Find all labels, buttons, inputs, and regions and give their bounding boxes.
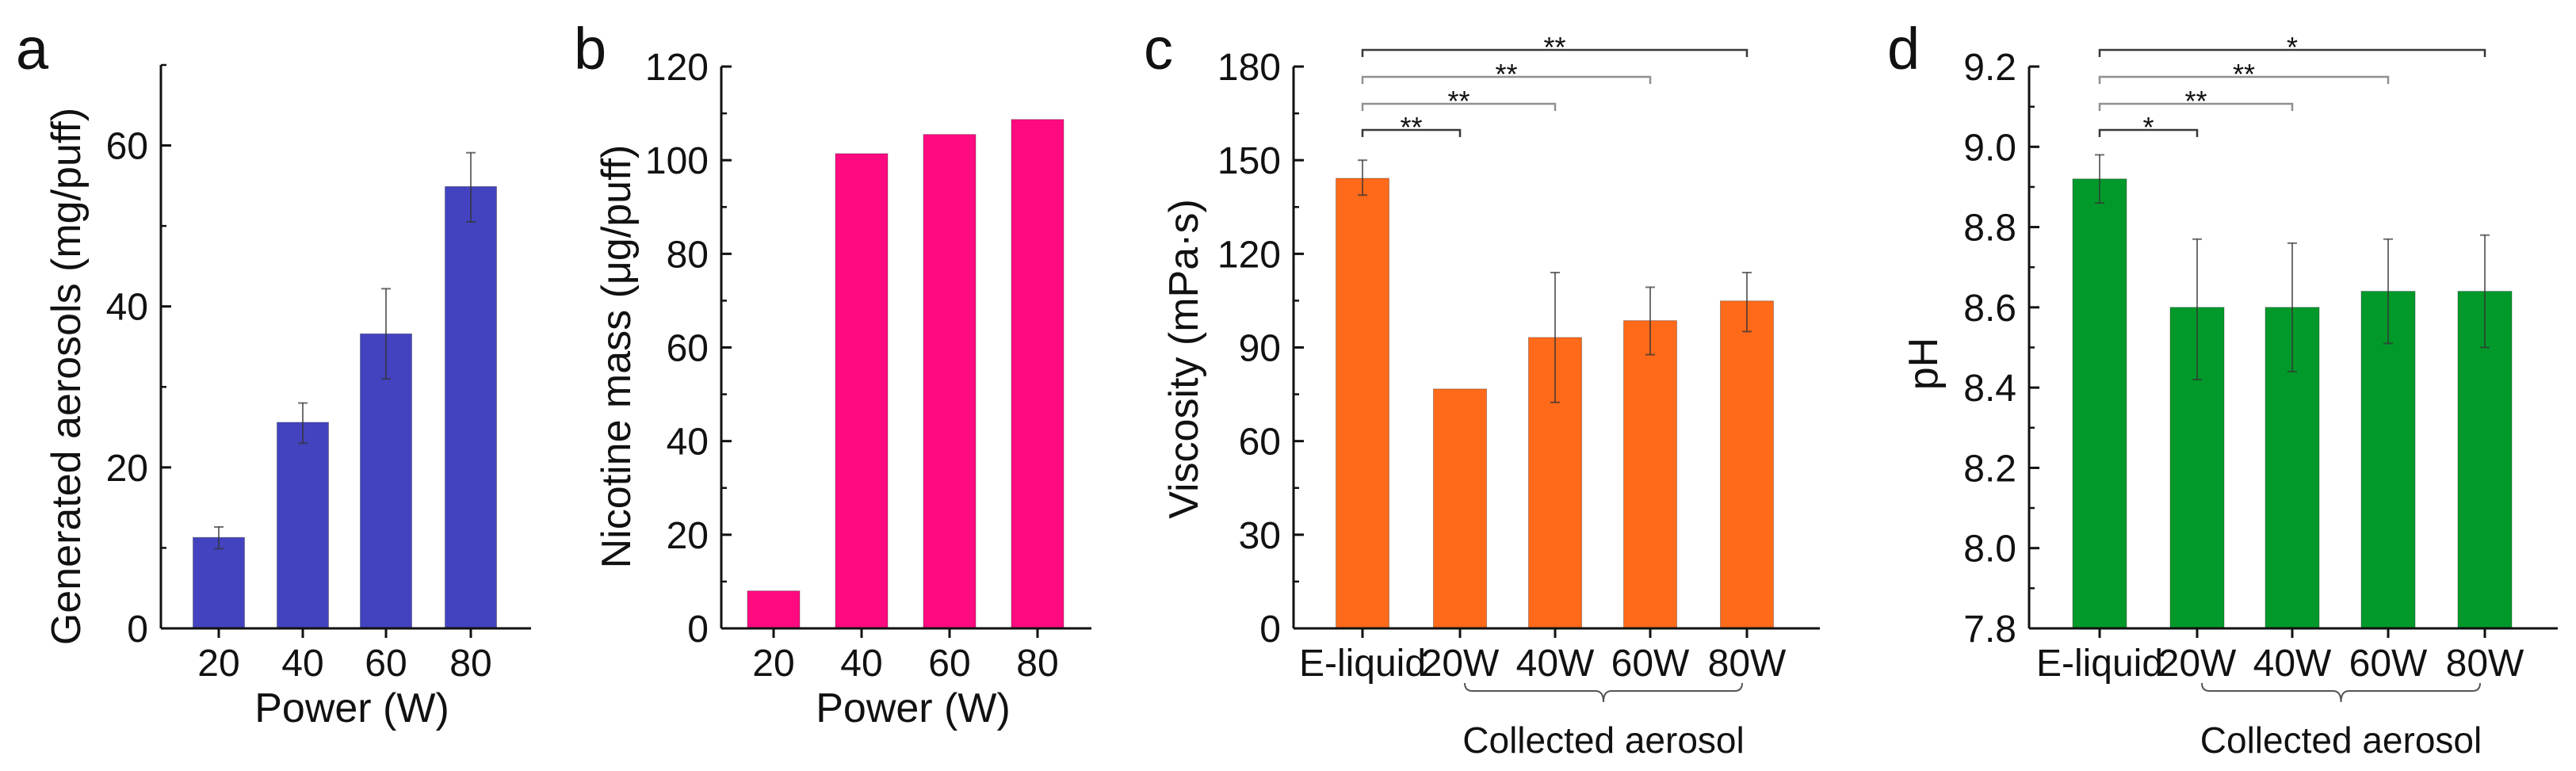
x-axis-label: Power (W) [254, 685, 449, 731]
y-tick-label: 8.6 [1963, 288, 2016, 330]
significance-label: * [2287, 31, 2298, 63]
y-tick-label: 7.8 [1963, 609, 2016, 651]
significance-label: * [2142, 111, 2154, 143]
significance-bracket [1361, 75, 1652, 84]
bar-E-liquid [2072, 178, 2127, 629]
x-tick-label: 60 [928, 643, 970, 685]
bar-40 [277, 422, 329, 629]
y-tick-label: 0 [127, 609, 148, 651]
x-tick-label: 40 [281, 643, 323, 685]
panel-letter: d [1887, 16, 1920, 82]
bar-20 [747, 590, 801, 629]
significance-bracket [1361, 128, 1462, 137]
bar-20 [193, 536, 245, 629]
panel-letter: a [16, 16, 49, 82]
y-tick-label: 30 [1239, 515, 1281, 557]
bar-E-liquid [1336, 177, 1389, 629]
x-axis-label: Power (W) [816, 685, 1011, 731]
y-tick-label: 0 [1259, 609, 1281, 651]
panel-letter: c [1144, 16, 1173, 82]
x-tick-label: 40W [2253, 643, 2332, 685]
y-tick-label: 180 [1217, 47, 1281, 89]
significance-label: ** [2233, 58, 2255, 90]
x-tick-label: E-liquid [2036, 643, 2163, 685]
group-label: Collected aerosol [2200, 719, 2482, 761]
x-tick-label: 80W [1708, 643, 1787, 685]
x-tick-label: 80W [2446, 643, 2524, 685]
y-axis-label: Nicotine mass (μg/puff) [594, 145, 640, 569]
bar-60 [923, 134, 977, 629]
y-tick-label: 20 [667, 515, 709, 557]
bar-80W [1720, 300, 1774, 629]
x-tick-label: 40 [840, 643, 882, 685]
y-tick-label: 8.0 [1963, 529, 2016, 571]
y-tick-label: 8.8 [1963, 208, 2016, 250]
significance-label: ** [2184, 85, 2207, 117]
y-tick-label: 100 [645, 140, 709, 182]
x-tick-label: 20W [1421, 643, 1500, 685]
y-tick-label: 8.4 [1963, 368, 2016, 410]
bar-80 [1011, 119, 1064, 629]
x-tick-label: E-liquid [1299, 643, 1426, 685]
y-axis-label: Generated aerosols (mg/puff) [44, 108, 90, 645]
y-tick-label: 60 [1239, 422, 1281, 464]
significance-bracket [1361, 48, 1749, 57]
x-tick-label: 40W [1516, 643, 1595, 685]
x-tick-label: 20 [197, 643, 239, 685]
significance-label: ** [1495, 58, 1517, 90]
y-tick-label: 9.2 [1963, 47, 2016, 89]
bar-80 [445, 185, 497, 629]
x-tick-label: 20W [2158, 643, 2237, 685]
y-tick-label: 120 [1217, 234, 1281, 276]
x-tick-label: 80 [449, 643, 491, 685]
significance-bracket [1361, 102, 1557, 111]
group-label: Collected aerosol [1462, 719, 1744, 761]
y-axis-label: Viscosity (mPa·s) [1161, 199, 1207, 519]
significance-bracket [2098, 75, 2390, 84]
significance-bracket [2098, 48, 2486, 57]
bar-60W [1623, 320, 1677, 629]
panel-a: a 0 20 40 60 20 40 60 80 Generated aerosols (mg/p… [16, 16, 531, 731]
group-brace [1464, 682, 1743, 703]
y-tick-label: 150 [1217, 140, 1281, 182]
y-tick-label: 80 [667, 234, 709, 276]
x-tick-label: 20 [752, 643, 794, 685]
significance-bracket [2098, 128, 2199, 137]
bar-60W [2360, 291, 2416, 629]
panel-letter: b [574, 16, 606, 82]
y-tick-label: 40 [106, 287, 148, 329]
significance-label: ** [1543, 31, 1565, 63]
y-tick-label: 20 [106, 448, 148, 490]
x-tick-label: 60W [1611, 643, 1690, 685]
y-tick-label: 120 [645, 47, 709, 89]
x-tick-label: 60 [365, 643, 407, 685]
y-tick-label: 60 [106, 126, 148, 168]
x-tick-label: 60W [2349, 643, 2428, 685]
group-brace [2201, 682, 2481, 703]
y-tick-label: 8.2 [1963, 448, 2016, 490]
y-tick-label: 9.0 [1963, 127, 2016, 169]
y-axis-label: pH [1901, 338, 1947, 390]
significance-bracket [2098, 102, 2294, 111]
bar-20W [1433, 388, 1487, 629]
y-tick-label: 90 [1239, 328, 1281, 370]
y-tick-label: 60 [667, 328, 709, 370]
y-tick-label: 40 [667, 422, 709, 464]
significance-label: ** [1447, 85, 1470, 117]
x-tick-label: 80 [1016, 643, 1058, 685]
bar-40 [835, 153, 889, 629]
significance-label: ** [1400, 111, 1422, 143]
panel-b: b 0 20 40 60 80 100 120 20 40 60 80 Nicotine mass (μ… [574, 16, 1091, 731]
y-tick-label: 0 [687, 609, 709, 651]
